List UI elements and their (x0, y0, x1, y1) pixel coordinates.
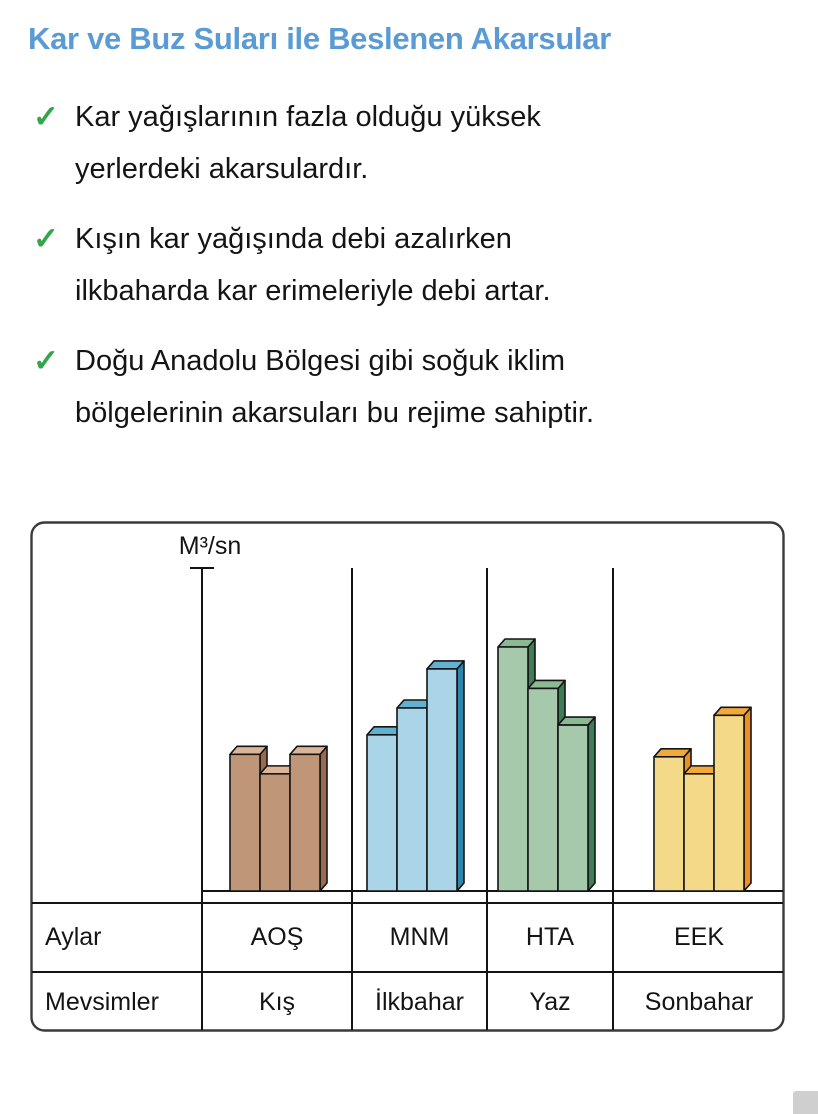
chart-table: Aylar AOŞ MNM HTA EEK Mevsimler Kış İlkb… (30, 903, 785, 1032)
bullet-line: Kar yağışlarının fazla olduğu yüksek (75, 101, 541, 133)
bar-top-face (653, 748, 692, 758)
table-cell-months-mnm: MNM (389, 923, 450, 951)
bar-top-face (497, 638, 536, 648)
bullet-list: ✓ Kar yağışlarının fazla olduğu yüksek y… (28, 91, 790, 439)
bar-side-face (456, 660, 465, 892)
bar-top-face (527, 679, 566, 690)
bar-front-face (527, 687, 559, 892)
table-cell-season-sonbahar: Sonbahar (644, 987, 754, 1016)
bar-top-face (557, 716, 596, 726)
bullet-text: Doğu Anadolu Bölgesi gibi soğuk iklim bö… (75, 335, 594, 439)
corner-artifact (793, 1091, 818, 1114)
table-cell-months-eek: EEK (673, 923, 725, 951)
bar-front-face (396, 707, 428, 892)
table-row-header-mevsimler: Mevsimler (45, 987, 159, 1016)
table-cell-season-yaz: Yaz (529, 987, 571, 1016)
bar-front-face (426, 668, 458, 892)
bullet-line: yerlerdeki akarsulardır. (75, 153, 369, 185)
page-title: Kar ve Buz Suları ile Beslenen Akarsular (28, 21, 611, 56)
bullet-item: ✓ Kışın kar yağışında debi azalırken ilk… (28, 213, 790, 317)
bar-top-face (289, 745, 328, 756)
bar-front-face (497, 646, 529, 892)
bar-side-face (743, 706, 752, 892)
bar-front-face (259, 773, 291, 892)
figure-border (30, 521, 785, 1032)
bar-top-face (229, 745, 268, 756)
bullet-item: ✓ Kar yağışlarının fazla olduğu yüksek y… (28, 91, 790, 195)
bullet-line: bölgelerinin akarsuları bu rejime sahipt… (75, 397, 595, 429)
bar-side-face (319, 745, 328, 892)
bar-front-face (289, 753, 321, 892)
bullet-line: Kışın kar yağışında debi azalırken (75, 223, 512, 255)
bar-top-face (426, 660, 465, 670)
table-cell-season-kis: Kış (258, 987, 296, 1016)
check-icon: ✓ (33, 221, 59, 256)
table-cell-season-ilkbahar: İlkbahar (375, 987, 464, 1016)
bar-side-face (587, 716, 596, 892)
bullet-item: ✓ Doğu Anadolu Bölgesi gibi soğuk iklim … (28, 335, 790, 439)
bar-front-face (653, 756, 685, 892)
bullet-text: Kışın kar yağışında debi azalırken ilkba… (75, 213, 551, 317)
bullet-line: ilkbaharda kar erimeleriyle debi artar. (75, 275, 551, 307)
bullet-text: Kar yağışlarının fazla olduğu yüksek yer… (75, 91, 541, 195)
table-row-header-aylar: Aylar (45, 923, 102, 951)
table-cell-months-aos: AOŞ (250, 923, 304, 951)
debi-chart-svg: M³/sn (30, 521, 785, 1032)
debi-chart-figure: M³/sn Aylar AOŞ MNM HTA EEK Mevsimler Kı… (30, 521, 785, 1032)
y-axis-label: M³/sn (179, 532, 242, 560)
bar-front-face (557, 724, 589, 892)
bar-front-face (366, 734, 398, 892)
check-icon: ✓ (33, 99, 59, 134)
text-content: Kar ve Buz Suları ile Beslenen Akarsular… (0, 0, 818, 439)
bar-front-face (229, 753, 261, 892)
check-icon: ✓ (33, 343, 59, 378)
bar-top-face (713, 706, 752, 717)
bar-front-face (683, 773, 715, 892)
table-cell-months-hta: HTA (525, 923, 575, 951)
bar-front-face (713, 714, 745, 892)
bullet-line: Doğu Anadolu Bölgesi gibi soğuk iklim (75, 345, 566, 377)
